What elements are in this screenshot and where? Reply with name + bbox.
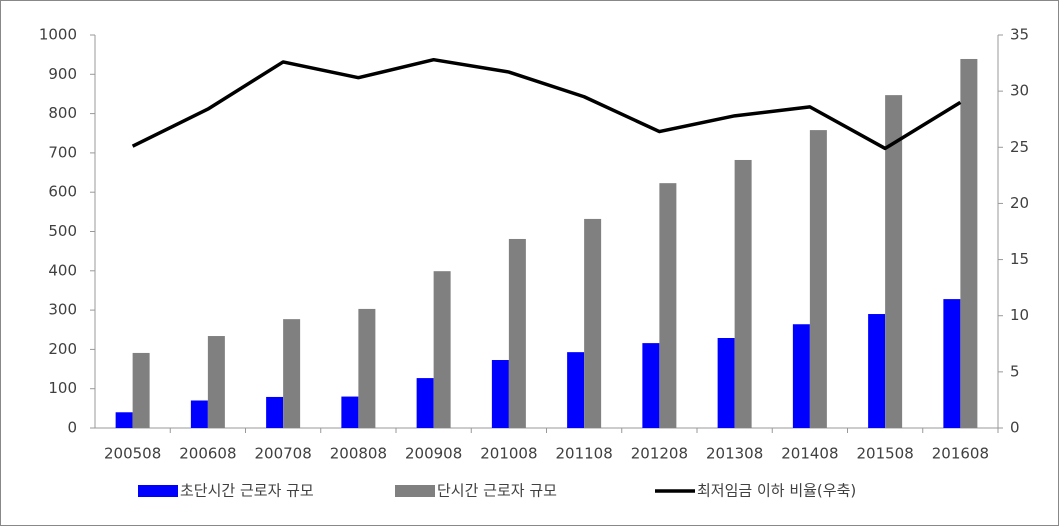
bar: [868, 314, 886, 428]
bar: [132, 352, 150, 428]
y-tick-label: 0: [67, 419, 77, 437]
y2-tick-label: 10: [1010, 306, 1029, 324]
bar: [115, 412, 133, 428]
bar: [943, 299, 961, 428]
bar: [416, 378, 434, 428]
y2-tick-label: 25: [1010, 138, 1029, 156]
x-tick-label: 201608: [932, 445, 989, 463]
y2-tick-label: 15: [1010, 250, 1029, 268]
bar: [508, 238, 526, 428]
x-tick-label: 201208: [631, 445, 688, 463]
x-tick-label: 200808: [330, 445, 387, 463]
x-tick-label: 200508: [104, 445, 161, 463]
y-tick-label: 100: [48, 379, 77, 397]
y-tick-label: 400: [48, 261, 77, 279]
legend-label: 초단시간 근로자 규모: [180, 482, 314, 500]
bar: [960, 58, 978, 429]
x-tick-label: 201408: [781, 445, 838, 463]
bar: [809, 130, 827, 428]
bar: [584, 218, 602, 428]
y-tick-label: 700: [48, 143, 77, 161]
x-tick-label: 201108: [555, 445, 612, 463]
y-tick-label: 600: [48, 183, 77, 201]
y-tick-label: 200: [48, 340, 77, 358]
y-tick-label: 1000: [39, 26, 77, 44]
x-tick-label: 200908: [405, 445, 462, 463]
y-tick-label: 800: [48, 104, 77, 122]
bar: [433, 271, 451, 428]
bar: [717, 338, 735, 428]
bar: [491, 360, 509, 428]
x-tick-label: 200708: [254, 445, 311, 463]
legend-swatch: [138, 485, 178, 497]
x-tick-label: 201008: [480, 445, 537, 463]
legend-swatch: [395, 485, 435, 497]
legend-label: 단시간 근로자 규모: [437, 482, 557, 500]
line: [131, 57, 962, 151]
y2-tick-label: 0: [1010, 419, 1020, 437]
y2-tick-label: 20: [1010, 194, 1029, 212]
bar: [358, 308, 376, 428]
y-tick-label: 300: [48, 301, 77, 319]
y2-tick-label: 5: [1010, 362, 1020, 380]
y2-tick-label: 35: [1010, 26, 1029, 44]
bar: [792, 324, 810, 428]
bar: [341, 396, 359, 428]
y-tick-label: 900: [48, 65, 77, 83]
bar: [207, 336, 225, 428]
y-tick-label: 500: [48, 222, 77, 240]
x-tick-label: 200608: [179, 445, 236, 463]
bar: [266, 396, 284, 428]
bar: [567, 352, 585, 428]
legend-label: 최저임금 이하 비율(우축): [697, 482, 856, 500]
y2-tick-label: 30: [1010, 82, 1029, 100]
bar: [659, 183, 677, 428]
x-tick-label: 201308: [706, 445, 763, 463]
bar: [734, 159, 752, 428]
x-tick-label: 201508: [856, 445, 913, 463]
bar: [283, 319, 301, 428]
bar: [190, 400, 208, 428]
bar: [885, 95, 903, 428]
bar: [642, 343, 660, 428]
